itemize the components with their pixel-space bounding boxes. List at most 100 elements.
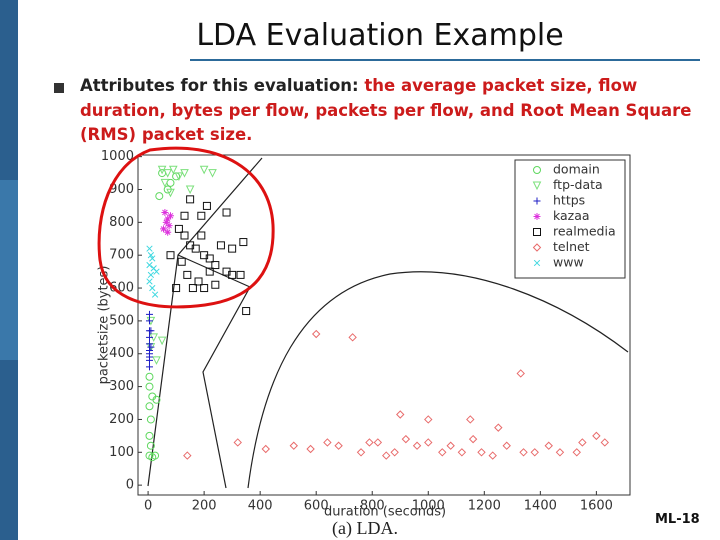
legend-swatch [532, 181, 542, 191]
point [145, 356, 153, 364]
point [183, 451, 192, 460]
point [211, 280, 220, 289]
bullet-marker [54, 83, 64, 93]
point [157, 336, 167, 346]
point [477, 448, 486, 457]
point [145, 402, 154, 411]
point [155, 192, 164, 201]
x-tick-label: 600 [304, 499, 329, 514]
point [446, 441, 455, 450]
point [242, 307, 251, 316]
point [466, 415, 475, 424]
point [216, 241, 225, 250]
point [530, 448, 539, 457]
point [149, 284, 156, 292]
point [185, 185, 195, 195]
decision-boundary [147, 157, 629, 489]
legend-swatch [533, 166, 541, 174]
point [592, 431, 601, 441]
point [202, 201, 211, 210]
legend-swatch [533, 213, 541, 220]
point [145, 340, 153, 348]
point [533, 228, 541, 236]
point [533, 259, 541, 267]
caption: (a) LDA. [332, 518, 398, 539]
point [186, 195, 195, 204]
point [153, 268, 160, 275]
point [382, 451, 391, 460]
point [289, 441, 298, 450]
point [160, 178, 170, 188]
point [228, 244, 237, 253]
point [578, 438, 587, 447]
point [555, 448, 565, 457]
legend-label: https [553, 193, 585, 208]
y-tick-label: 800 [109, 215, 134, 230]
point [200, 284, 209, 293]
point [145, 372, 154, 381]
legend-swatch [533, 197, 541, 205]
bullet-text: Attributes for this evaluation: the aver… [80, 74, 700, 148]
point [211, 261, 220, 270]
legend-label: realmedia [553, 224, 616, 239]
point [146, 245, 153, 252]
bullet-lead: Attributes for this evaluation: [80, 76, 365, 95]
point [261, 444, 270, 454]
point [147, 252, 155, 259]
point [199, 165, 209, 175]
y-tick-label: 600 [109, 281, 134, 296]
legend-label: www [553, 255, 584, 270]
legend-box [514, 159, 626, 279]
point [233, 438, 242, 447]
point [533, 197, 541, 205]
x-tick-label: 400 [248, 499, 273, 514]
point [208, 169, 217, 178]
point [180, 169, 189, 178]
point [146, 261, 153, 269]
point [145, 310, 153, 318]
point [151, 291, 159, 298]
point [146, 278, 153, 285]
point [188, 284, 197, 293]
legend-label: ftp-data [553, 177, 603, 192]
point [205, 254, 214, 263]
point [412, 441, 422, 450]
legend-label: kazaa [553, 208, 590, 223]
point [424, 438, 433, 447]
point [172, 284, 181, 293]
point [145, 431, 154, 440]
point [194, 277, 203, 286]
point [152, 395, 161, 404]
x-axis-label: duration (seconds) [324, 505, 446, 520]
point [468, 434, 478, 444]
point [159, 225, 167, 233]
point [373, 438, 383, 447]
y-tick-label: 500 [109, 313, 134, 328]
point [149, 255, 156, 262]
point [424, 415, 433, 424]
highlight-circle [97, 146, 275, 309]
point [145, 363, 153, 371]
point [488, 451, 497, 460]
x-tick-label: 1200 [468, 499, 501, 514]
y-tick-label: 300 [109, 379, 134, 394]
point [311, 329, 321, 339]
point [145, 382, 154, 391]
sidebar [0, 0, 18, 180]
y-tick-label: 0 [126, 478, 134, 493]
point [164, 215, 172, 223]
x-tick-label: 1600 [580, 499, 613, 514]
point [236, 270, 245, 279]
y-tick-label: 100 [109, 445, 134, 460]
point [161, 208, 169, 216]
y-axis-label: packetsize (bytes) [97, 266, 112, 385]
point [533, 213, 541, 220]
point [145, 333, 153, 341]
y-tick-label: 400 [109, 346, 134, 361]
point [348, 333, 357, 342]
point [151, 451, 160, 460]
chart: 0 200 400 600 800 1000 1200 1400 1600 0 100 200 300 4… [97, 149, 631, 539]
point [532, 243, 542, 252]
